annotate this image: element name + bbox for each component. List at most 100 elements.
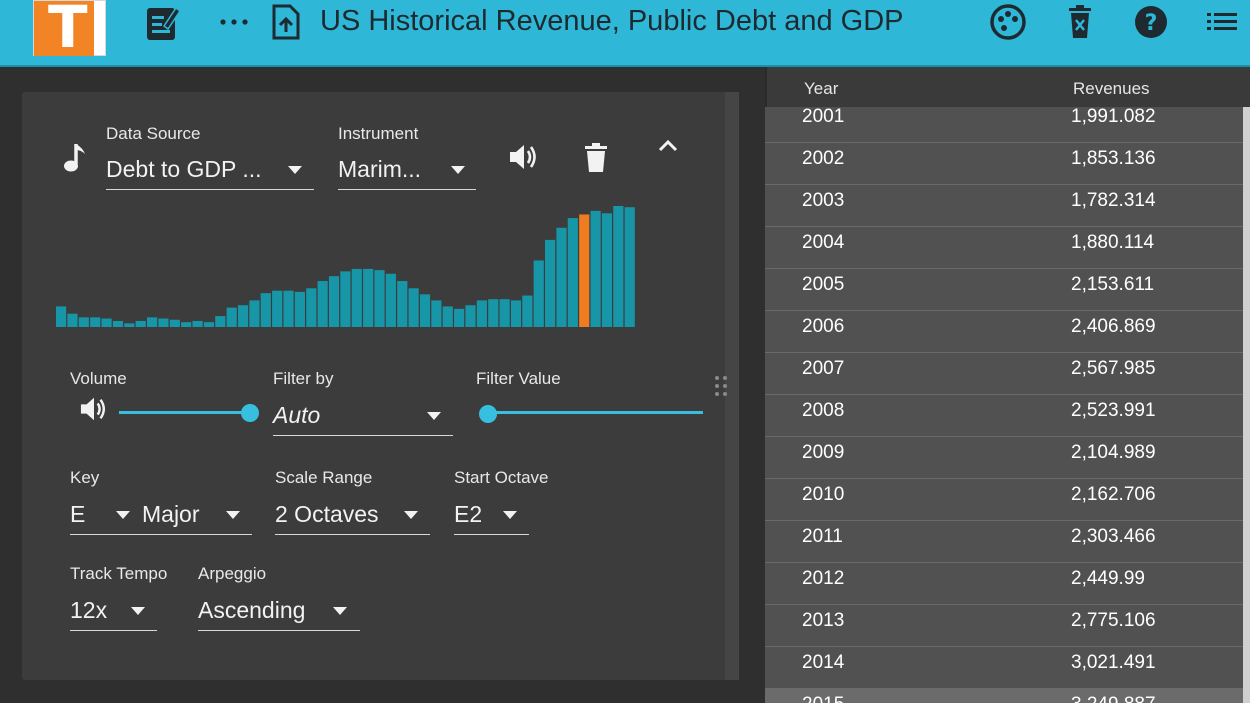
revenue-cell: 2,153.611 [1071, 274, 1155, 295]
table-row[interactable]: 2004 1,880.114 [765, 227, 1245, 269]
chevron-down-icon [451, 166, 465, 174]
chart-bar [56, 306, 67, 327]
year-cell: 2012 [802, 568, 845, 589]
start-octave-select[interactable]: E2 [454, 495, 529, 535]
volume-label: Volume [70, 369, 127, 388]
volume-icon[interactable] [508, 142, 540, 177]
svg-text:?: ? [1145, 11, 1158, 36]
chart-bar [135, 320, 146, 327]
filter-by-value: Auto [273, 402, 321, 428]
chart-bar [374, 270, 385, 327]
chart-bar [283, 290, 294, 327]
chart-bar [465, 305, 476, 327]
logo-letter: T [48, 0, 88, 61]
volume-icon[interactable] [79, 395, 109, 428]
year-cell: 2006 [802, 316, 845, 337]
table-row[interactable]: 2006 2,406.869 [765, 311, 1245, 353]
list-icon[interactable] [1206, 2, 1238, 42]
key-select[interactable]: E Major [70, 495, 252, 535]
column-header-year[interactable]: Year [804, 79, 839, 98]
year-cell: 2002 [802, 148, 845, 169]
chart-bar-highlighted [579, 214, 590, 327]
trash-icon[interactable] [584, 143, 608, 178]
logo-icon[interactable]: T [33, 0, 106, 56]
volume-slider-track[interactable] [119, 411, 250, 414]
revenue-cell: 2,567.985 [1071, 358, 1156, 379]
revenue-cell: 2,303.466 [1071, 526, 1156, 547]
chevron-down-icon [226, 511, 240, 519]
table-row[interactable]: 2011 2,303.466 [765, 521, 1245, 563]
music-note-icon [63, 142, 87, 179]
table-row[interactable]: 2008 2,523.991 [765, 395, 1245, 437]
chart-bar [624, 207, 635, 327]
panel-scrollbar[interactable] [725, 92, 739, 680]
chart-bar [181, 322, 192, 327]
year-cell: 2011 [802, 526, 843, 547]
table-scrollbar[interactable] [1243, 107, 1250, 703]
chart-bar [101, 318, 112, 327]
scale-range-select[interactable]: 2 Octaves [275, 495, 430, 535]
table-row[interactable]: 2002 1,853.136 [765, 143, 1245, 185]
table-row[interactable]: 2001 1,991.082 [765, 101, 1245, 143]
track-tempo-label: Track Tempo [70, 564, 168, 583]
delete-x-icon[interactable] [1066, 2, 1094, 42]
table-row[interactable]: 2009 2,104.989 [765, 437, 1245, 479]
revenue-cell: 2,162.706 [1071, 484, 1156, 505]
table-row[interactable]: 2005 2,153.611 [765, 269, 1245, 311]
table-row[interactable]: 2015 3,249.887 [765, 689, 1245, 703]
chart-bar [226, 307, 237, 327]
column-header-revenues[interactable]: Revenues [1073, 79, 1150, 98]
chart-bar [192, 320, 203, 327]
year-cell: 2009 [802, 442, 845, 463]
drag-handle-icon[interactable] [714, 375, 728, 402]
year-cell: 2010 [802, 484, 845, 505]
revenue-cell: 2,406.869 [1071, 316, 1156, 337]
table-row[interactable]: 2013 2,775.106 [765, 605, 1245, 647]
help-icon[interactable]: ? [1132, 2, 1170, 42]
filter-value-slider-track[interactable] [488, 411, 703, 414]
instrument-select[interactable]: Marim... [338, 150, 476, 190]
table-row[interactable]: 2014 3,021.491 [765, 647, 1245, 689]
chart-bar [454, 308, 465, 327]
key-note-value: E [70, 501, 86, 527]
chart-bar [340, 271, 351, 327]
year-cell: 2014 [802, 652, 845, 673]
chart-bar [328, 276, 340, 327]
revenue-cell: 2,775.106 [1071, 610, 1156, 631]
scale-range-label: Scale Range [275, 468, 373, 487]
chevron-down-icon [503, 511, 517, 519]
data-source-value: Debt to GDP ... [106, 156, 262, 182]
palette-icon[interactable] [988, 2, 1028, 42]
chart-bar [397, 281, 408, 327]
revenue-cell: 3,249.887 [1071, 694, 1156, 703]
track-tempo-select[interactable]: 12x [70, 591, 157, 631]
year-cell: 2015 [802, 694, 844, 703]
revenue-cell: 3,021.491 [1071, 652, 1156, 673]
filter-by-select[interactable]: Auto [273, 396, 453, 436]
chart-bar [363, 268, 374, 327]
chevron-down-icon [131, 607, 145, 615]
file-upload-icon[interactable] [270, 2, 302, 42]
table-row[interactable]: 2007 2,567.985 [765, 353, 1245, 395]
arpeggio-select[interactable]: Ascending [198, 591, 360, 631]
filter-by-label: Filter by [273, 369, 334, 388]
chart-bar [522, 295, 533, 327]
chart-bar [567, 218, 578, 327]
table-row[interactable]: 2012 2,449.99 [765, 563, 1245, 605]
filter-value-slider-thumb[interactable] [479, 405, 497, 423]
chart-bar [476, 300, 487, 327]
table-row[interactable]: 2010 2,162.706 [765, 479, 1245, 521]
data-source-select[interactable]: Debt to GDP ... [106, 150, 314, 190]
chart-bar [590, 210, 601, 327]
chart-bar [488, 299, 499, 327]
chart-bar [67, 313, 78, 327]
more-horizontal-icon[interactable] [218, 2, 250, 42]
chart-bar [112, 320, 124, 327]
track-tempo-value: 12x [70, 597, 108, 623]
edit-note-icon[interactable] [143, 2, 181, 42]
chart-bar [272, 290, 283, 327]
table-row[interactable]: 2003 1,782.314 [765, 185, 1245, 227]
chevron-up-icon[interactable] [657, 138, 679, 159]
chart-bar [146, 317, 158, 327]
volume-slider-thumb[interactable] [241, 404, 259, 422]
